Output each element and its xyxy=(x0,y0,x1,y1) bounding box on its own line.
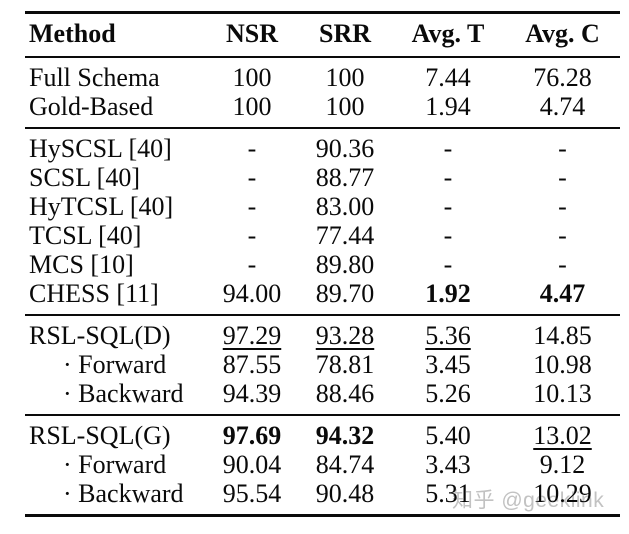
header-row: Method NSR SRR Avg. T Avg. C xyxy=(25,12,620,58)
value-cell: 90.36 xyxy=(315,134,375,163)
value-cell: - xyxy=(558,163,567,192)
value-cell: - xyxy=(443,163,453,192)
value-cell: 87.55 xyxy=(222,350,282,379)
value-cell: 5.31 xyxy=(425,479,471,508)
method-cell: TCSL [40] xyxy=(29,221,142,250)
method-cell: Gold-Based xyxy=(29,92,154,121)
value-cell: 13.02 xyxy=(533,421,592,450)
table-section: RSL-SQL(D) 97.29 93.28 5.36 14.85 · Forward 87… xyxy=(25,315,620,415)
value-cell: 88.46 xyxy=(315,379,375,408)
value-cell: 5.40 xyxy=(425,421,471,450)
method-cell: SCSL [40] xyxy=(29,163,140,192)
value-cell: 83.00 xyxy=(315,192,375,221)
table-row: · Backward 94.39 88.46 5.26 10.13 xyxy=(25,379,620,415)
value-cell: 5.36 xyxy=(425,321,471,350)
column-header: Avg. T xyxy=(391,12,505,58)
value-cell: - xyxy=(443,192,453,221)
method-cell: RSL-SQL(G) xyxy=(29,421,171,450)
value-cell: 5.26 xyxy=(425,379,471,408)
table-row: HySCSL [40] - 90.36 - - xyxy=(25,128,620,163)
value-cell: 9.12 xyxy=(539,450,586,479)
method-cell: CHESS [11] xyxy=(29,279,159,308)
value-cell: 88.77 xyxy=(315,163,375,192)
value-cell: - xyxy=(558,192,567,221)
method-cell: Full Schema xyxy=(29,63,160,92)
value-cell: 3.43 xyxy=(425,450,471,479)
table-row: · Forward 90.04 84.74 3.43 9.12 xyxy=(25,450,620,479)
value-cell: 4.47 xyxy=(539,279,586,308)
value-cell: 95.54 xyxy=(222,479,282,508)
value-cell: 76.28 xyxy=(533,63,592,92)
table-row: Full Schema 100 100 7.44 76.28 xyxy=(25,57,620,92)
value-cell: 7.44 xyxy=(425,63,471,92)
method-cell: RSL-SQL(D) xyxy=(29,321,171,350)
value-cell: 1.92 xyxy=(425,279,471,308)
column-header: NSR xyxy=(205,12,299,58)
value-cell: - xyxy=(558,221,567,250)
table-row: RSL-SQL(G) 97.69 94.32 5.40 13.02 xyxy=(25,415,620,450)
value-cell: 10.98 xyxy=(533,350,592,379)
table-row: MCS [10] - 89.80 - - xyxy=(25,250,620,279)
table-row: Gold-Based 100 100 1.94 4.74 xyxy=(25,92,620,128)
table-section: RSL-SQL(G) 97.69 94.32 5.40 13.02 · Forward 90… xyxy=(25,415,620,516)
method-cell: HyTCSL [40] xyxy=(29,192,174,221)
value-cell: - xyxy=(247,192,257,221)
value-cell: 94.00 xyxy=(222,279,282,308)
value-cell: 100 xyxy=(325,92,365,121)
method-cell: · Backward xyxy=(63,379,184,408)
value-cell: 89.80 xyxy=(315,250,375,279)
value-cell: 78.81 xyxy=(315,350,375,379)
value-cell: - xyxy=(443,250,453,279)
value-cell: 94.32 xyxy=(315,421,375,450)
value-cell: - xyxy=(247,163,257,192)
value-cell: - xyxy=(558,134,567,163)
value-cell: 4.74 xyxy=(539,92,586,121)
value-cell: 90.48 xyxy=(315,479,375,508)
method-cell: HySCSL [40] xyxy=(29,134,172,163)
table-header: Method NSR SRR Avg. T Avg. C xyxy=(25,12,620,58)
value-cell: - xyxy=(247,221,257,250)
column-header: Method xyxy=(25,12,205,58)
value-cell: 77.44 xyxy=(315,221,375,250)
value-cell: - xyxy=(247,250,257,279)
table-row: CHESS [11] 94.00 89.70 1.92 4.47 xyxy=(25,279,620,315)
value-cell: 100 xyxy=(232,63,272,92)
value-cell: 94.39 xyxy=(222,379,282,408)
value-cell: 10.29 xyxy=(533,479,592,508)
value-cell: - xyxy=(443,134,453,163)
value-cell: - xyxy=(443,221,453,250)
value-cell: 14.85 xyxy=(533,321,592,350)
value-cell: 93.28 xyxy=(315,321,375,350)
value-cell: 10.13 xyxy=(533,379,592,408)
value-cell: 84.74 xyxy=(315,450,375,479)
value-cell: 90.04 xyxy=(222,450,282,479)
method-cell: MCS [10] xyxy=(29,250,134,279)
table-section: Full Schema 100 100 7.44 76.28 Gold-Based 100 1… xyxy=(25,57,620,128)
value-cell: 3.45 xyxy=(425,350,471,379)
value-cell: 89.70 xyxy=(315,279,375,308)
value-cell: 97.29 xyxy=(222,321,282,350)
value-cell: 1.94 xyxy=(425,92,471,121)
column-header: SRR xyxy=(299,12,391,58)
column-header: Avg. C xyxy=(505,12,620,58)
method-cell: · Forward xyxy=(63,450,167,479)
table-row: · Forward 87.55 78.81 3.45 10.98 xyxy=(25,350,620,379)
table-row: SCSL [40] - 88.77 - - xyxy=(25,163,620,192)
method-cell: · Forward xyxy=(63,350,167,379)
results-table: Method NSR SRR Avg. T Avg. C Full Schema 100 1… xyxy=(25,11,620,517)
table-row: RSL-SQL(D) 97.29 93.28 5.36 14.85 xyxy=(25,315,620,350)
method-cell: · Backward xyxy=(63,479,184,508)
value-cell: - xyxy=(558,250,567,279)
table-row: · Backward 95.54 90.48 5.31 10.29 xyxy=(25,479,620,516)
value-cell: 97.69 xyxy=(222,421,282,450)
table-section: HySCSL [40] -90.36- - SCSL [40] -88.77- - HyTC… xyxy=(25,128,620,315)
value-cell: 100 xyxy=(325,63,365,92)
watermark: 知乎 @geeklink xyxy=(452,489,605,512)
value-cell: - xyxy=(247,134,257,163)
table-row: TCSL [40] - 77.44 - - xyxy=(25,221,620,250)
table-row: HyTCSL [40] - 83.00 - - xyxy=(25,192,620,221)
value-cell: 100 xyxy=(232,92,272,121)
